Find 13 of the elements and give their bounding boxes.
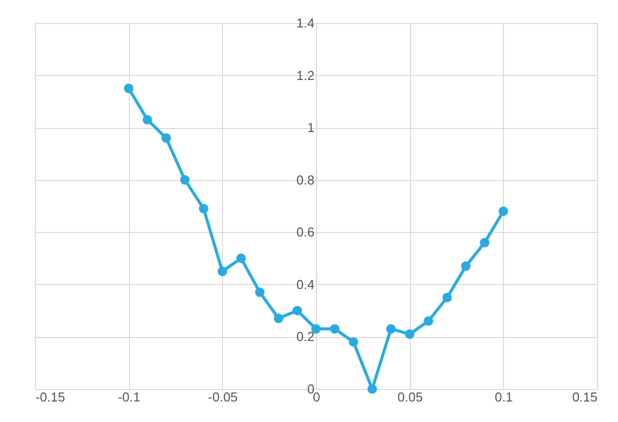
x-tick-label: 0.05 (398, 390, 423, 404)
y-tick-label: 0.8 (296, 172, 314, 188)
y-tick-label: 1.2 (296, 68, 314, 83)
y-tick-label: 0.6 (296, 224, 314, 240)
y-tick-label: 1.4 (296, 16, 314, 30)
x-tick-label: 0.1 (494, 390, 513, 404)
y-tick-label: 1 (307, 120, 314, 136)
y-tick-label: 0.2 (296, 329, 314, 344)
x-tick-label: -0.05 (208, 390, 238, 404)
x-tick-label: 0.15 (572, 390, 598, 404)
x-tick-label: -0.15 (36, 390, 66, 404)
y-tick-label: 0.4 (296, 276, 314, 292)
x-tick-label: -0.1 (118, 390, 140, 404)
